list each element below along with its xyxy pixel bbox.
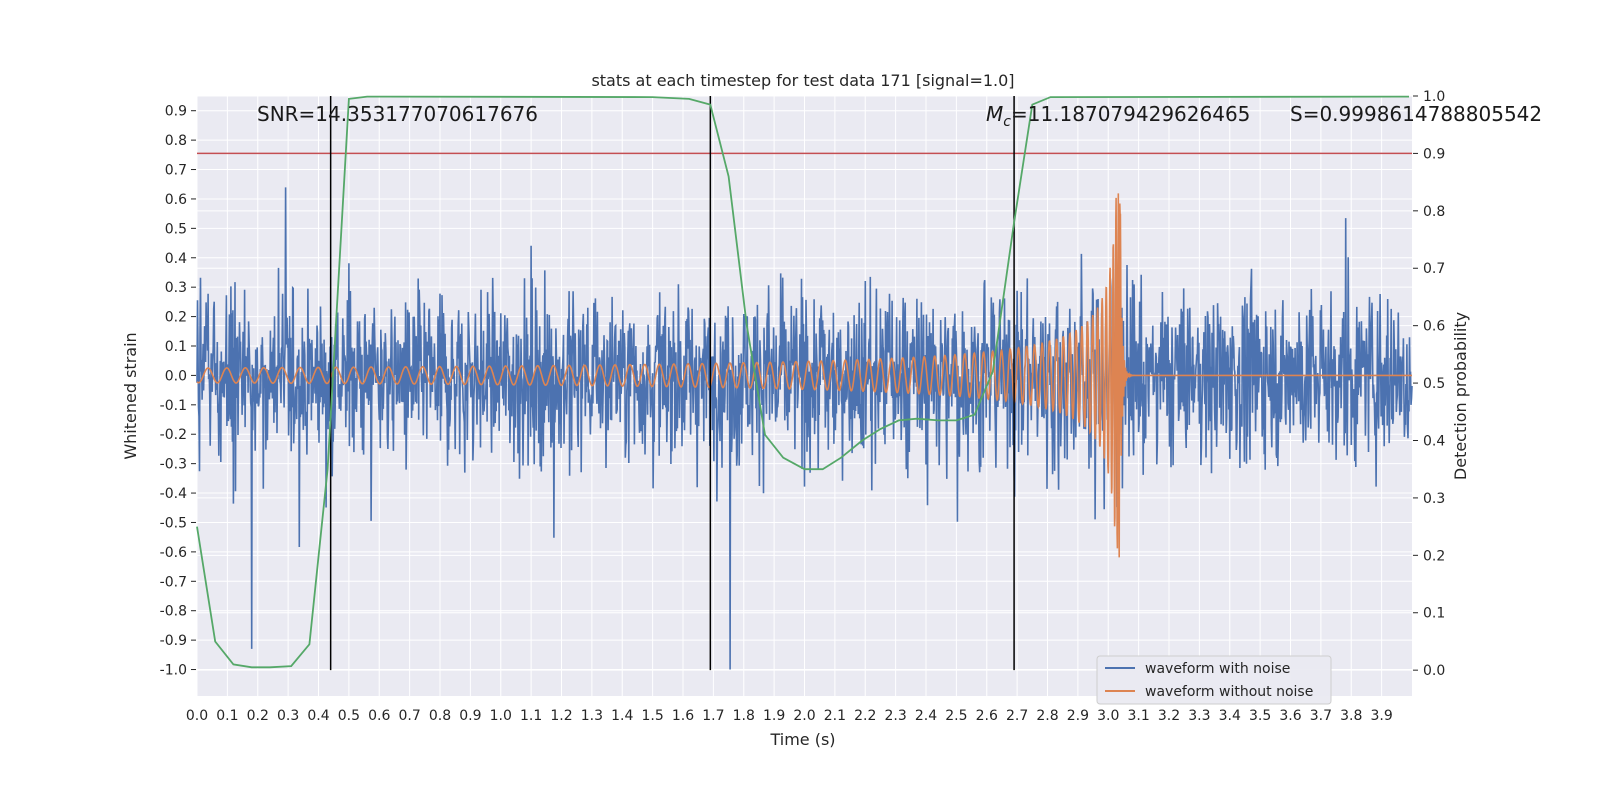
grid-horizontal (197, 110, 1412, 671)
y-left-tick-label: -1.0 (160, 663, 187, 679)
x-tick-label: 1.8 (733, 708, 755, 724)
y-right-tick-label: 0.3 (1423, 491, 1445, 507)
y-left-tick-label: 0.3 (165, 280, 187, 296)
detection-probability-line (196, 95, 1410, 669)
x-tick-label: 3.1 (1127, 708, 1149, 724)
x-tick-label: 0.4 (307, 708, 329, 724)
y-left-tick-label: 0.1 (165, 339, 187, 355)
x-tick-label: 1.2 (550, 708, 572, 724)
y-right-tick-label: 1.0 (1423, 89, 1445, 105)
x-axis-ticks: 0.0 0.1 0.2 0.3 0.4 0.5 0.6 0.7 0.8 0.9 1.0 1.1 1.2 1… (186, 708, 1393, 724)
y-axis-left-ticks: 0.9 0.8 0.7 0.6 0.5 0.4 0.3 0.2 0.1 0.0 -0.1 -0.2 -0… (160, 104, 196, 679)
y-left-tick-label: -0.2 (160, 427, 187, 443)
y-left-tick-label: 0.5 (165, 221, 187, 237)
x-tick-label: 0.2 (247, 708, 269, 724)
chart-title: stats at each timestep for test data 171… (591, 71, 1014, 90)
legend-label-clean: waveform without noise (1145, 684, 1313, 700)
x-tick-label: 3.7 (1310, 708, 1332, 724)
y-left-tick-label: 0.6 (165, 192, 187, 208)
y-right-tick-label: 0.4 (1423, 433, 1445, 449)
y-axis-left-label: Whitened strain (121, 332, 140, 459)
y-left-tick-label: 0.2 (165, 310, 187, 326)
y-right-tick-label: 0.7 (1423, 261, 1445, 277)
x-tick-label: 1.3 (581, 708, 603, 724)
x-tick-label: 3.2 (1158, 708, 1180, 724)
score-annotation: S=0.9998614788805542 (1290, 102, 1542, 126)
noisy-waveform-line (196, 187, 1413, 670)
x-tick-label: 1.0 (490, 708, 512, 724)
x-tick-label: 2.2 (854, 708, 876, 724)
chirp-mass-value: =11.187079429626465 (1011, 102, 1250, 126)
x-tick-label: 2.9 (1067, 708, 1089, 724)
x-tick-label: 1.4 (611, 708, 633, 724)
x-tick-label: 0.6 (368, 708, 390, 724)
x-tick-label: 2.4 (915, 708, 937, 724)
x-tick-label: 0.7 (398, 708, 420, 724)
legend-label-noise: waveform with noise (1145, 661, 1290, 677)
x-tick-label: 3.6 (1279, 708, 1301, 724)
y-left-tick-label: -0.3 (160, 457, 187, 473)
x-tick-label: 2.6 (976, 708, 998, 724)
series-waveform-without-noise (196, 193, 1412, 558)
y-right-tick-label: 0.6 (1423, 319, 1445, 335)
y-left-tick-label: 0.7 (165, 163, 187, 179)
x-tick-label: 0.8 (429, 708, 451, 724)
series-waveform-with-noise (196, 187, 1413, 670)
x-tick-label: 1.1 (520, 708, 542, 724)
x-tick-label: 2.0 (793, 708, 815, 724)
series-detection-probability (196, 95, 1410, 669)
x-tick-label: 2.7 (1006, 708, 1028, 724)
x-axis-label: Time (s) (769, 730, 835, 749)
x-tick-label: 3.0 (1097, 708, 1119, 724)
x-tick-label: 1.9 (763, 708, 785, 724)
legend: waveform with noise waveform without noi… (1096, 655, 1332, 705)
y-left-tick-label: 0.0 (165, 368, 187, 384)
y-axis-right-label: Detection probability (1451, 312, 1470, 480)
vertical-markers (329, 96, 1015, 671)
x-tick-label: 1.5 (641, 708, 663, 724)
x-tick-label: 3.5 (1249, 708, 1271, 724)
clean-waveform-line (196, 193, 1412, 558)
y-right-tick-label: 0.0 (1423, 663, 1445, 679)
y-left-tick-label: -0.4 (160, 486, 187, 502)
x-tick-label: 2.1 (824, 708, 846, 724)
y-left-tick-label: -0.9 (160, 633, 187, 649)
chirp-mass-subscript: c (1003, 114, 1011, 130)
y-right-tick-label: 0.1 (1423, 606, 1445, 622)
y-right-tick-label: 0.8 (1423, 204, 1445, 220)
legend-box (1096, 655, 1332, 705)
y-left-tick-label: -0.8 (160, 604, 187, 620)
chirp-mass-symbol: M (986, 102, 1003, 126)
y-left-tick-label: 0.9 (165, 104, 187, 120)
x-tick-label: 0.0 (186, 708, 208, 724)
x-tick-label: 0.9 (459, 708, 481, 724)
y-left-tick-label: -0.1 (160, 398, 187, 414)
x-tick-label: 1.7 (702, 708, 724, 724)
y-axis-right-ticks: 1.0 0.9 0.8 0.7 0.6 0.5 0.4 0.3 0.2 0.1 0.0 (1413, 89, 1445, 679)
x-tick-label: 0.1 (216, 708, 238, 724)
x-tick-label: 2.3 (884, 708, 906, 724)
y-right-tick-label: 0.2 (1423, 548, 1445, 564)
y-right-tick-label: 0.9 (1423, 146, 1445, 162)
x-tick-label: 0.3 (277, 708, 299, 724)
x-tick-label: 3.3 (1188, 708, 1210, 724)
x-tick-label: 3.8 (1340, 708, 1362, 724)
x-tick-label: 1.6 (672, 708, 694, 724)
x-tick-label: 2.8 (1036, 708, 1058, 724)
x-tick-label: 3.9 (1370, 708, 1392, 724)
snr-annotation: SNR=14.353177070617676 (257, 102, 538, 126)
y-right-tick-label: 0.5 (1423, 376, 1445, 392)
y-left-tick-label: 0.8 (165, 133, 187, 149)
y-left-tick-label: -0.6 (160, 545, 187, 561)
y-left-tick-label: -0.7 (160, 574, 187, 590)
y-left-tick-label: -0.5 (160, 515, 187, 531)
x-tick-label: 0.5 (338, 708, 360, 724)
y-left-tick-label: 0.4 (165, 251, 187, 267)
x-tick-label: 2.5 (945, 708, 967, 724)
x-tick-label: 3.4 (1219, 708, 1241, 724)
chirp-mass-annotation: Mc=11.187079429626465 (986, 102, 1250, 130)
